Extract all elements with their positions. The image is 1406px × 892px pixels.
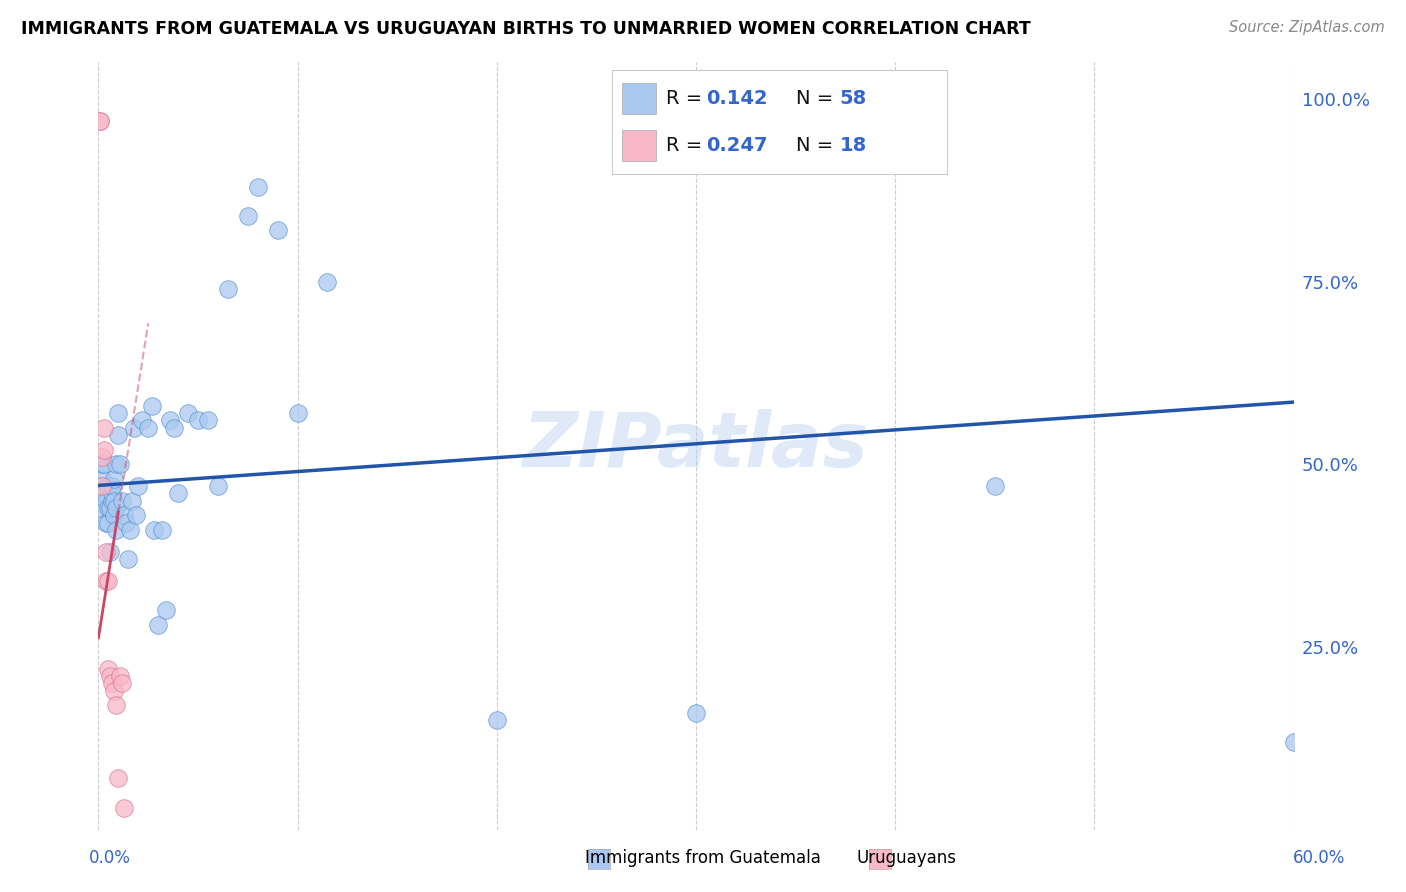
Point [177, 406, 200, 420]
Point [107, 406, 129, 420]
Point [150, 523, 173, 537]
Point [97, 479, 120, 493]
Point [163, 421, 186, 435]
Point [141, 399, 163, 413]
Point [117, 552, 139, 566]
Point [98, 545, 122, 559]
Point [685, 706, 707, 720]
Point [197, 413, 219, 427]
Point [97, 501, 120, 516]
Point [97, 574, 120, 589]
Point [111, 676, 134, 690]
Point [316, 275, 339, 289]
Point [236, 209, 259, 223]
Point [217, 282, 239, 296]
Point [93, 457, 115, 471]
Point [112, 508, 135, 523]
Point [97, 662, 120, 676]
Point [89, 501, 111, 516]
Point [112, 800, 135, 814]
Point [246, 179, 269, 194]
Point [101, 479, 124, 493]
Point [103, 683, 125, 698]
Point [96, 516, 118, 530]
Text: 0.0%: 0.0% [89, 849, 131, 867]
Point [115, 516, 138, 530]
Point [111, 493, 134, 508]
Point [159, 413, 181, 427]
Point [103, 472, 125, 486]
Point [155, 603, 177, 617]
Point [143, 523, 166, 537]
Point [101, 493, 124, 508]
Point [101, 676, 124, 690]
Point [91, 450, 114, 464]
Text: ZIPatlas: ZIPatlas [523, 409, 869, 483]
Point [103, 493, 125, 508]
Point [91, 479, 114, 493]
Point [91, 457, 114, 471]
Point [267, 223, 290, 237]
Point [207, 479, 229, 493]
Point [107, 428, 129, 442]
Text: 60.0%: 60.0% [1292, 849, 1346, 867]
Point [127, 479, 149, 493]
Point [96, 574, 118, 589]
Text: IMMIGRANTS FROM GUATEMALA VS URUGUAYAN BIRTHS TO UNMARRIED WOMEN CORRELATION CHA: IMMIGRANTS FROM GUATEMALA VS URUGUAYAN B… [21, 20, 1031, 37]
Point [105, 698, 128, 713]
Point [105, 457, 128, 471]
Point [96, 493, 118, 508]
Text: Immigrants from Guatemala: Immigrants from Guatemala [585, 849, 821, 867]
Point [110, 669, 132, 683]
Point [131, 413, 153, 427]
Point [98, 669, 122, 683]
Point [287, 406, 309, 420]
Point [97, 516, 120, 530]
Point [105, 523, 128, 537]
Point [485, 713, 508, 727]
Point [91, 472, 114, 486]
Point [984, 479, 1007, 493]
Point [89, 114, 111, 128]
Text: Uruguayans: Uruguayans [856, 849, 957, 867]
Point [110, 457, 132, 471]
Point [105, 501, 128, 516]
Point [93, 486, 115, 500]
Point [93, 442, 115, 457]
Point [121, 493, 143, 508]
Point [98, 501, 122, 516]
Point [125, 508, 148, 523]
Point [103, 508, 125, 523]
Point [167, 486, 190, 500]
Point [107, 772, 129, 786]
Point [89, 114, 111, 128]
Point [148, 618, 170, 632]
Point [136, 421, 159, 435]
Point [96, 545, 118, 559]
Point [124, 421, 146, 435]
Point [89, 479, 111, 493]
Text: Source: ZipAtlas.com: Source: ZipAtlas.com [1229, 20, 1385, 35]
Point [120, 523, 142, 537]
Point [93, 421, 115, 435]
Point [101, 486, 124, 500]
Point [1282, 735, 1305, 749]
Point [187, 413, 209, 427]
